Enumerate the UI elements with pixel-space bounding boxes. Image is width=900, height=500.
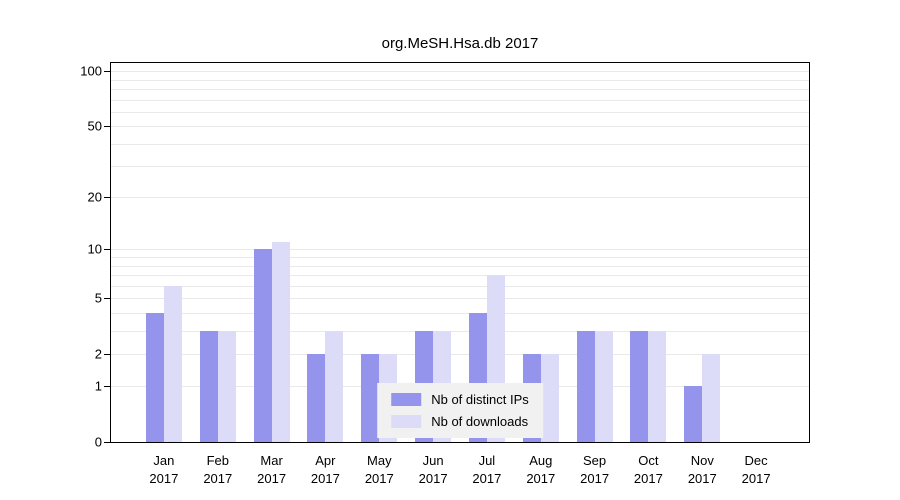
x-axis-year: 2017	[580, 470, 610, 486]
x-axis-month: Sep	[583, 453, 607, 468]
x-axis-year: 2017	[526, 470, 556, 486]
x-axis-year: 2017	[687, 470, 717, 486]
x-axis-tick-label: Apr 2017	[290, 452, 360, 487]
legend-label: Nb of downloads	[431, 414, 529, 429]
bar-distinct-ips-mar	[253, 249, 272, 442]
y-axis-tick-label: 50	[87, 118, 102, 134]
gridline	[111, 143, 809, 145]
x-axis-month: Mar	[260, 453, 283, 468]
x-axis-tick-label: Sep 2017	[560, 452, 630, 487]
x-axis-tick-label: Dec 2017	[721, 452, 791, 487]
x-axis-month: Oct	[638, 453, 659, 468]
x-axis-tick-label: Jun 2017	[398, 452, 468, 487]
x-axis-year: 2017	[418, 470, 448, 486]
bar-downloads-jan	[163, 285, 182, 442]
legend-swatch	[391, 393, 422, 406]
x-axis-tick-label: Oct 2017	[613, 452, 683, 487]
y-axis-tick-mark	[104, 353, 110, 355]
x-axis-year: 2017	[472, 470, 502, 486]
x-axis-month: Jan	[153, 453, 175, 468]
y-axis-tick-label: 2	[94, 346, 102, 362]
bar-distinct-ips-nov	[684, 386, 703, 442]
y-axis-tick-label: 10	[87, 241, 102, 257]
gridline	[111, 330, 809, 332]
x-axis-tick-label: Jul 2017	[452, 452, 522, 487]
gridline	[111, 79, 809, 81]
x-axis-year: 2017	[633, 470, 663, 486]
x-axis-tick-label: Aug 2017	[506, 452, 576, 487]
bar-distinct-ips-may	[361, 353, 380, 442]
gridline	[111, 274, 809, 276]
y-axis-tick-label: 100	[80, 63, 102, 79]
gridline	[111, 312, 809, 314]
y-axis-tick-mark	[104, 126, 110, 128]
x-axis-month: Apr	[315, 453, 336, 468]
chart-title: org.MeSH.Hsa.db 2017	[381, 35, 539, 52]
x-axis-tick-label: Jan 2017	[129, 452, 199, 487]
bar-downloads-nov	[702, 353, 721, 442]
bar-downloads-sep	[594, 330, 613, 442]
gridline	[111, 298, 809, 299]
x-axis-tick-label: Nov 2017	[667, 452, 737, 487]
x-axis-year: 2017	[149, 470, 179, 486]
x-axis-month: Aug	[529, 453, 553, 468]
y-axis-tick-mark	[104, 386, 110, 388]
bar-distinct-ips-jan	[145, 312, 164, 442]
bar-distinct-ips-sep	[576, 330, 595, 442]
x-axis-year: 2017	[310, 470, 340, 486]
gridline	[111, 249, 809, 251]
gridline	[111, 71, 809, 73]
x-axis-month: May	[367, 453, 392, 468]
y-axis-tick-mark	[104, 249, 110, 251]
y-axis-tick-mark	[104, 197, 110, 199]
bar-downloads-mar	[271, 242, 290, 442]
x-axis-month: Jun	[422, 453, 444, 468]
gridline	[111, 265, 809, 267]
gridline	[111, 88, 809, 90]
bar-downloads-apr	[325, 330, 344, 442]
x-axis-month: Nov	[690, 453, 714, 468]
x-axis-month: Jul	[478, 453, 496, 468]
x-axis-year: 2017	[364, 470, 394, 486]
x-axis-tick-label: Mar 2017	[237, 452, 307, 487]
bar-downloads-oct	[648, 330, 667, 442]
gridline	[111, 257, 809, 258]
legend-label: Nb of distinct IPs	[431, 392, 529, 407]
gridline	[111, 99, 809, 101]
bar-distinct-ips-feb	[199, 330, 218, 442]
y-axis-tick-mark	[104, 442, 110, 443]
y-axis-tick-mark	[104, 298, 110, 299]
x-axis-year: 2017	[741, 470, 771, 486]
y-axis-tick-label: 1	[94, 378, 102, 394]
gridline	[111, 197, 809, 199]
bar-downloads-aug	[540, 353, 559, 442]
x-axis-tick-label: May 2017	[344, 452, 414, 487]
x-axis-month: Dec	[744, 453, 768, 468]
y-axis-tick-label: 5	[94, 290, 102, 306]
legend-item: Nb of downloads	[391, 414, 529, 429]
gridline	[111, 166, 809, 168]
y-axis-tick-mark	[104, 71, 110, 73]
gridline	[111, 126, 809, 128]
x-axis-year: 2017	[203, 470, 233, 486]
bar-downloads-feb	[217, 330, 236, 442]
gridline	[111, 353, 809, 355]
x-axis-year: 2017	[257, 470, 287, 486]
bar-distinct-ips-oct	[630, 330, 649, 442]
gridline	[111, 285, 809, 287]
plot-area: Nb of distinct IPs Nb of downloads	[110, 62, 810, 443]
x-axis-tick-label: Feb 2017	[183, 452, 253, 487]
gridline	[111, 111, 809, 113]
bar-distinct-ips-apr	[307, 353, 326, 442]
y-axis-tick-label: 20	[87, 189, 102, 205]
x-axis-month: Feb	[206, 453, 229, 468]
y-axis-tick-label: 0	[94, 434, 102, 450]
legend-swatch	[391, 415, 422, 428]
chart-legend: Nb of distinct IPs Nb of downloads	[377, 383, 543, 438]
legend-item: Nb of distinct IPs	[391, 392, 529, 407]
